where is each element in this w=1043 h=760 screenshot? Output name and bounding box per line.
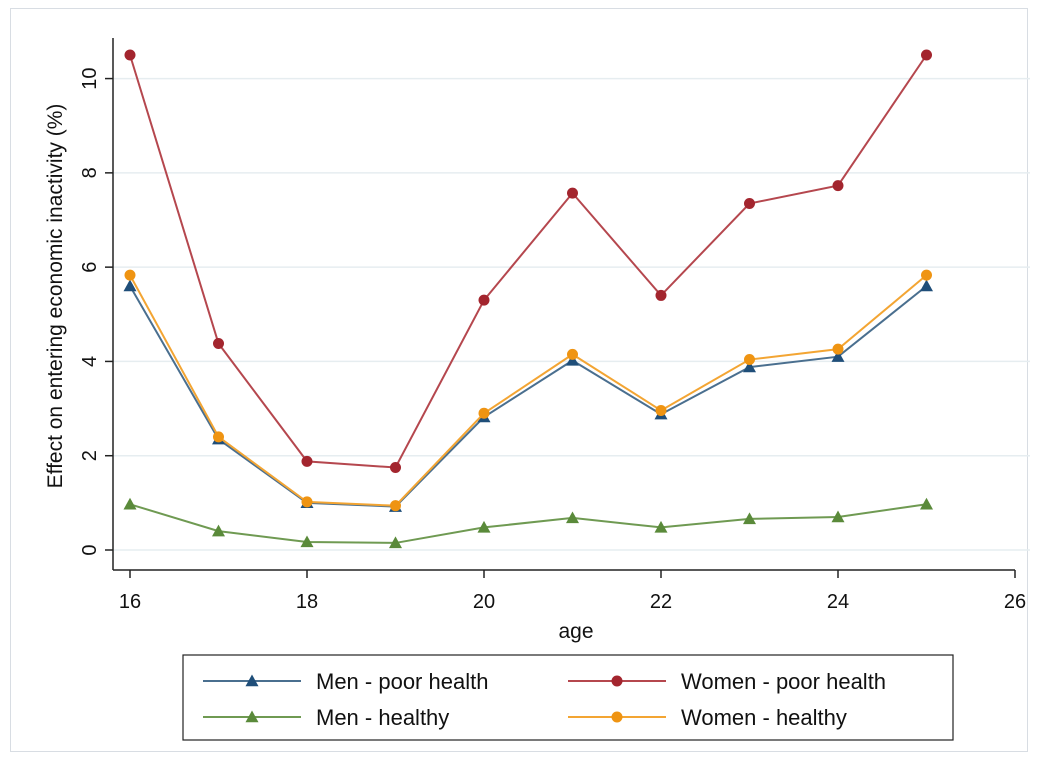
legend-item-3: Women - healthy [568, 705, 847, 730]
x-tick-label-24: 24 [827, 591, 849, 613]
data-point-3-2 [301, 496, 313, 508]
series-line-3 [129, 274, 928, 507]
x-tick-label-26: 26 [1004, 591, 1026, 613]
data-point-3-4 [478, 407, 490, 419]
data-point-3-1 [213, 431, 224, 443]
legend-label-1: Women - poor health [681, 669, 886, 694]
y-tick-label-4: 4 [79, 356, 101, 367]
data-point-1-5 [567, 187, 578, 199]
data-point-1-8 [832, 180, 844, 192]
data-point-3-5 [567, 348, 578, 360]
series-2 [123, 497, 933, 549]
data-point-2-2 [300, 535, 314, 548]
series-0 [123, 279, 933, 512]
legend-label-0: Men - poor health [316, 669, 488, 694]
x-axis-title: age [558, 620, 593, 643]
legend-marker-2 [245, 710, 259, 723]
data-point-2-6 [654, 520, 668, 533]
data-point-0-7 [743, 360, 756, 373]
legend-item-2: Men - healthy [203, 705, 449, 730]
series-3 [124, 269, 932, 512]
legend-box [182, 654, 954, 741]
data-point-2-4 [477, 520, 491, 533]
x-tick-label-16: 16 [119, 591, 141, 613]
data-point-2-0 [123, 497, 137, 510]
legend-item-1: Women - poor health [568, 669, 886, 694]
data-point-2-7 [743, 512, 756, 525]
series-line-1 [129, 54, 928, 469]
data-point-2-5 [566, 511, 579, 524]
data-point-2-3 [389, 536, 402, 549]
data-point-0-0 [123, 279, 137, 292]
legend-entries: Men - poor health Women - poor health Men … [203, 669, 886, 730]
data-point-3-7 [744, 354, 755, 366]
data-point-3-8 [832, 343, 844, 355]
data-point-1-6 [655, 289, 667, 301]
data-point-3-6 [655, 404, 667, 416]
series-1 [124, 49, 932, 473]
gridlines [113, 77, 1030, 551]
data-point-3-3 [390, 500, 401, 512]
y-tick-label-8: 8 [79, 167, 101, 178]
legend-item-0: Men - poor health [203, 669, 488, 694]
legend: Men - poor health Women - poor health Men … [182, 654, 954, 741]
x-tick-label-20: 20 [473, 591, 495, 613]
data-point-1-3 [390, 462, 401, 473]
data-point-1-1 [213, 338, 224, 350]
series-line-2 [129, 503, 927, 544]
legend-label-2: Men - healthy [316, 705, 449, 730]
data-point-2-1 [212, 524, 225, 537]
data-point-1-2 [301, 455, 313, 467]
legend-marker-3 [611, 711, 623, 723]
data-point-1-9 [921, 49, 932, 61]
chart-frame [10, 8, 1028, 752]
data-point-2-8 [831, 510, 845, 523]
y-axis-title: Effect on entering economic inactivity (… [44, 104, 67, 489]
y-tick-label-2: 2 [79, 450, 101, 461]
data-point-3-0 [124, 269, 136, 281]
data-point-1-0 [124, 49, 136, 61]
y-tick-label-0: 0 [79, 544, 101, 555]
data-point-3-9 [921, 269, 932, 281]
data-point-1-4 [478, 294, 490, 306]
series-line-0 [129, 285, 928, 508]
legend-label-3: Women - healthy [681, 705, 847, 730]
x-tick-label-18: 18 [296, 591, 318, 613]
data-point-0-9 [920, 279, 933, 292]
y-tick-label-6: 6 [79, 262, 101, 273]
legend-marker-1 [611, 675, 623, 687]
data-point-2-9 [920, 497, 933, 510]
y-tick-label-10: 10 [79, 67, 101, 89]
legend-marker-0 [245, 674, 259, 687]
data-point-1-7 [744, 198, 755, 209]
x-tick-label-22: 22 [650, 591, 672, 613]
data-point-0-8 [831, 350, 845, 362]
series-layer [123, 49, 933, 549]
